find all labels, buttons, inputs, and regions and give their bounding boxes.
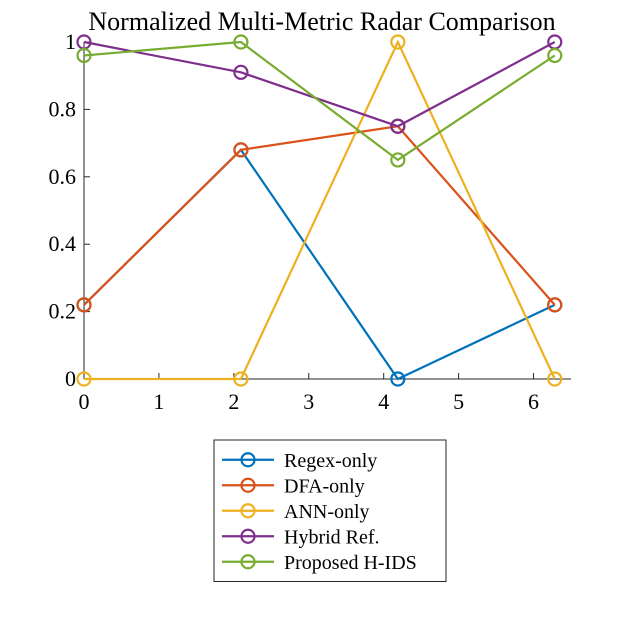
chart-title: Normalized Multi-Metric Radar Comparison <box>88 7 555 36</box>
x-tick-label: 5 <box>453 389 464 414</box>
x-tick-label: 1 <box>153 389 164 414</box>
data-point <box>76 47 92 64</box>
data-point <box>76 371 92 387</box>
legend-label: Hybrid Ref. <box>284 526 380 548</box>
y-tick-label: 0 <box>65 366 76 391</box>
series-line <box>84 39 556 381</box>
data-point <box>233 64 249 80</box>
y-tick-label: 0.4 <box>49 231 77 256</box>
data-point <box>233 34 249 50</box>
data-point <box>76 297 92 313</box>
legend-label: ANN-only <box>284 501 370 523</box>
data-point <box>390 34 406 50</box>
series-line <box>83 40 556 128</box>
series-3 <box>76 34 563 387</box>
series-line <box>83 125 556 306</box>
plot-area <box>76 34 563 387</box>
axes: 0 1 2 3 4 5 6 0 0.2 0.4 0.6 0.8 1 <box>49 29 571 414</box>
y-tick-label: 1 <box>65 29 76 54</box>
x-tick-label: 0 <box>79 389 90 414</box>
legend-label: Regex-only <box>284 450 377 472</box>
legend-swatch-marker <box>240 554 256 570</box>
legend-item: Regex-only <box>222 450 377 472</box>
series-line <box>83 40 556 162</box>
series-line <box>83 148 556 381</box>
legend-swatch-marker <box>240 528 256 544</box>
y-tick-label: 0.8 <box>49 96 77 121</box>
x-tick-label: 6 <box>528 389 539 414</box>
legend-item: Hybrid Ref. <box>222 526 380 548</box>
legend-label: DFA-only <box>284 475 365 497</box>
x-tick-label: 2 <box>228 389 239 414</box>
y-tick-label: 0.2 <box>49 299 77 324</box>
legend-swatch-marker <box>240 503 256 519</box>
data-point <box>390 152 406 168</box>
legend-swatch-marker <box>240 477 256 493</box>
series-5 <box>76 34 563 168</box>
legend-item: Proposed H-IDS <box>222 552 417 574</box>
legend-label: Proposed H-IDS <box>284 552 417 574</box>
y-tick-label: 0.6 <box>49 164 77 189</box>
data-point <box>547 47 563 64</box>
legend-item: ANN-only <box>222 501 370 523</box>
data-point <box>233 142 249 158</box>
data-point <box>547 297 563 313</box>
series-1 <box>76 142 563 387</box>
data-point <box>390 371 406 387</box>
legend-item: DFA-only <box>222 475 365 497</box>
legend-swatch-marker <box>240 452 256 468</box>
legend: Regex-only DFA-only ANN-only Hybrid Ref. Pro… <box>213 439 447 582</box>
x-tick-label: 3 <box>303 389 314 414</box>
x-tick-label: 4 <box>378 389 389 414</box>
data-point <box>233 371 249 387</box>
data-point <box>547 371 563 387</box>
series-2 <box>76 118 563 313</box>
data-point <box>390 118 406 134</box>
